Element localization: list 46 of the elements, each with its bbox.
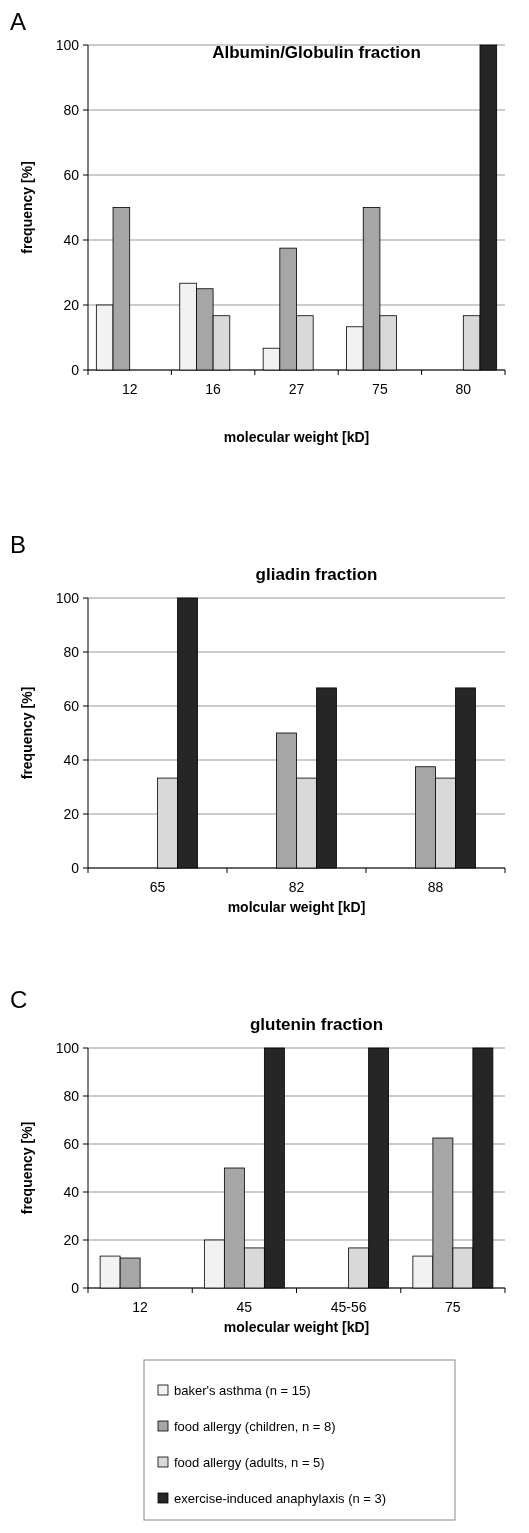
y-tick-label: 60 — [63, 698, 80, 714]
x-tick-label: 12 — [121, 381, 138, 397]
x-tick-label: 80 — [455, 381, 472, 397]
text: C — [10, 986, 28, 1013]
x-tick-label: 82 — [288, 879, 305, 895]
x-tick-label: 75 — [445, 1299, 461, 1315]
y-tick-label: 0 — [71, 362, 80, 378]
legend-label: food allergy (children, n = 8) — [174, 1419, 336, 1434]
y-tick-label: 40 — [63, 752, 80, 768]
x-axis-title: molecular weight [kD] — [223, 429, 370, 445]
y-tick-label: 20 — [63, 806, 80, 822]
y-tick-label: 100 — [55, 37, 80, 53]
x-axis-title: molecular weight [kD] — [223, 1319, 370, 1335]
y-axis-title: frequency [%] — [19, 1121, 35, 1215]
x-tick-label: 12 — [132, 1299, 149, 1315]
y-tick-label: 60 — [63, 167, 80, 183]
x-tick-label: 27 — [288, 381, 305, 397]
y-tick-label: 40 — [63, 232, 80, 248]
legend-label: food allergy (adults, n = 5) — [174, 1455, 325, 1470]
y-tick-label: 60 — [63, 1136, 80, 1152]
x-tick-label: 45-56 — [330, 1299, 367, 1315]
x-tick-label: 16 — [205, 381, 222, 397]
y-tick-label: 100 — [55, 1040, 80, 1056]
y-tick-label: 0 — [71, 1280, 80, 1296]
legend-label: exercise-induced anaphylaxis (n = 3) — [174, 1491, 387, 1506]
y-tick-label: 0 — [71, 860, 80, 876]
chart-title: Albumin/Globulin fraction — [212, 43, 421, 62]
text: B — [10, 531, 27, 558]
x-tick-label: 45 — [236, 1299, 253, 1315]
y-tick-label: 20 — [63, 1232, 80, 1248]
legend-label: baker's asthma (n = 15) — [174, 1383, 311, 1398]
chart-title: gliadin fraction — [255, 565, 378, 584]
y-axis-title: frequency [%] — [19, 686, 35, 780]
y-tick-label: 80 — [63, 1088, 80, 1104]
text: A — [10, 8, 27, 35]
x-tick-label: 88 — [427, 879, 444, 895]
x-axis-title: molcular weight [kD] — [227, 899, 366, 915]
x-tick-label: 65 — [149, 879, 166, 895]
y-tick-label: 80 — [63, 644, 80, 660]
x-tick-label: 75 — [372, 381, 388, 397]
y-axis-title: frequency [%] — [19, 161, 35, 254]
y-tick-label: 20 — [63, 297, 80, 313]
y-tick-label: 40 — [63, 1184, 80, 1200]
chart-title: glutenin fraction — [249, 1015, 384, 1034]
y-tick-label: 100 — [55, 590, 80, 606]
y-tick-label: 80 — [63, 102, 80, 118]
